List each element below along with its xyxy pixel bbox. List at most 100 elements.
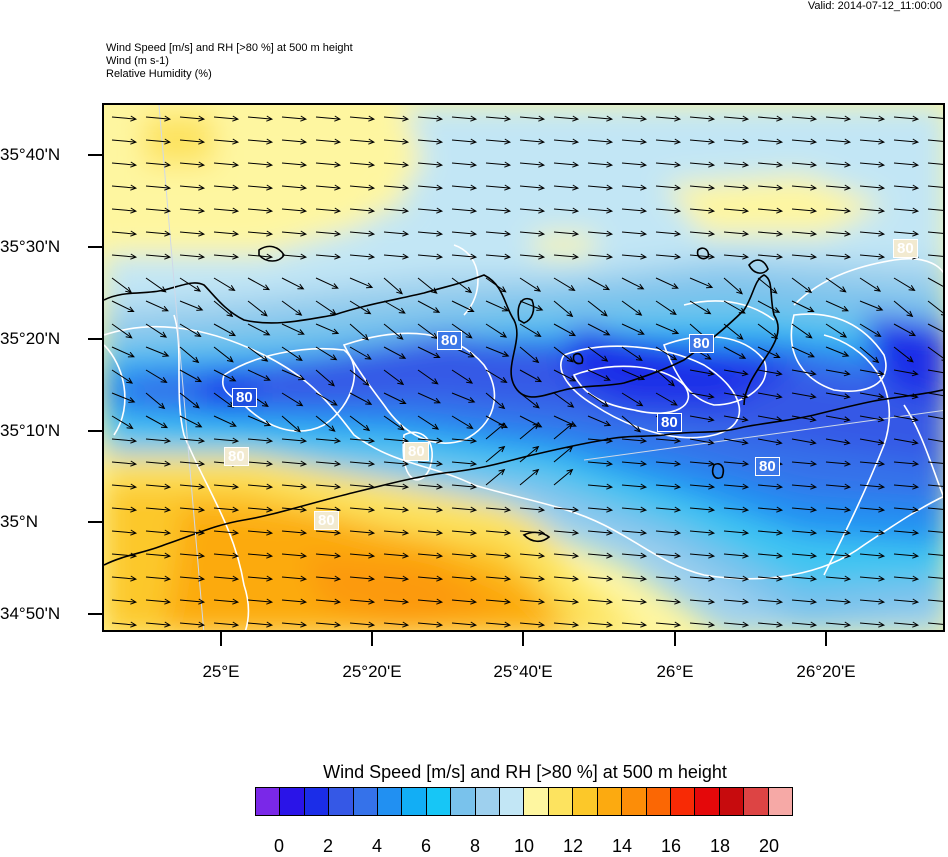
wind-arrow xyxy=(417,369,439,385)
wind-arrow xyxy=(213,138,240,145)
lat-tick xyxy=(88,613,102,615)
wind-arrow xyxy=(281,529,308,536)
wind-arrow xyxy=(859,184,886,191)
colorbar-swatch xyxy=(573,788,598,815)
wind-arrow xyxy=(349,575,376,582)
wind-arrow xyxy=(417,184,444,191)
wind-arrow xyxy=(825,207,852,214)
wind-arrow xyxy=(791,253,818,260)
wind-arrow xyxy=(927,162,943,165)
wind-arrow xyxy=(553,445,574,463)
colorbar-tick-label: 16 xyxy=(660,836,682,856)
wind-arrow xyxy=(111,483,138,490)
wind-arrow xyxy=(111,300,135,312)
wind-arrow xyxy=(723,438,749,446)
colorbar-swatch xyxy=(426,788,452,815)
wind-arrow xyxy=(111,161,138,168)
wind-arrow xyxy=(689,529,716,536)
wind-arrow xyxy=(349,253,376,260)
wind-arrow xyxy=(349,460,376,467)
wind-arrow xyxy=(893,483,920,490)
wind-arrow xyxy=(485,552,512,559)
wind-arrow xyxy=(519,277,542,292)
wind-arrow xyxy=(145,207,172,214)
colorbar-swatch xyxy=(329,788,354,815)
wind-arrow xyxy=(451,598,478,605)
wind-arrow xyxy=(349,323,369,341)
wind-arrow xyxy=(587,437,614,444)
wind-arrow xyxy=(621,460,648,467)
wind-arrow xyxy=(587,253,614,260)
wind-arrow xyxy=(689,621,716,628)
wind-arrow xyxy=(485,369,508,384)
wind-arrow xyxy=(927,185,943,188)
wind-arrow xyxy=(757,415,783,423)
wind-arrow xyxy=(859,460,886,467)
wind-arrow xyxy=(145,115,172,122)
wind-arrow xyxy=(893,300,914,318)
wind-arrow xyxy=(145,483,172,490)
wind-arrow xyxy=(791,483,818,490)
wind-arrow xyxy=(791,392,817,400)
wind-arrow xyxy=(587,506,614,513)
wind-arrow xyxy=(825,621,852,628)
wind-arrow xyxy=(451,529,478,536)
wind-arrow xyxy=(655,506,682,513)
contour-label: 80 xyxy=(657,413,682,432)
colorbar-swatch xyxy=(695,788,720,815)
wind-arrow xyxy=(179,323,202,338)
wind-arrow xyxy=(519,369,543,383)
wind-arrow xyxy=(349,115,376,122)
wind-arrow xyxy=(893,230,920,237)
wind-arrow xyxy=(179,138,206,145)
wind-arrow xyxy=(145,392,166,410)
wind-arrow xyxy=(825,506,852,513)
wind-arrow xyxy=(723,184,750,191)
wind-arrow xyxy=(859,598,886,605)
wind-arrow xyxy=(145,460,172,467)
wind-arrow xyxy=(179,115,206,122)
wind-arrow xyxy=(825,460,852,467)
wind-arrow xyxy=(111,230,138,237)
wind-arrow xyxy=(213,300,234,318)
lat-label-35-10: 35°10'N xyxy=(0,421,61,440)
map-canvas xyxy=(104,105,943,630)
wind-arrow xyxy=(349,506,376,513)
wind-arrow xyxy=(519,468,540,486)
wind-arrow xyxy=(179,161,206,168)
wind-arrow xyxy=(213,552,240,559)
wind-arrow xyxy=(825,230,852,237)
wind-arrow xyxy=(757,438,783,446)
wind-arrow xyxy=(859,621,886,628)
wind-arrow xyxy=(553,207,580,214)
wind-arrow xyxy=(111,506,138,513)
wind-arrow xyxy=(247,598,274,605)
wind-arrow xyxy=(621,437,648,444)
wind-arrow xyxy=(315,300,337,316)
wind-arrow xyxy=(825,575,852,582)
wind-arrow xyxy=(621,300,643,316)
header-wind-units: Wind (m s-1) xyxy=(106,55,169,67)
wind-arrow xyxy=(791,369,817,377)
wind-arrow xyxy=(519,575,546,582)
wind-arrow xyxy=(417,161,444,168)
wind-arrow xyxy=(145,138,172,145)
wind-arrow xyxy=(757,323,779,340)
wind-arrow xyxy=(145,529,172,536)
wind-arrow xyxy=(519,506,546,513)
wind-arrow xyxy=(587,369,611,381)
wind-arrow xyxy=(383,392,407,404)
wind-arrow xyxy=(859,438,885,446)
wind-arrow xyxy=(791,161,818,168)
wind-arrow xyxy=(893,552,920,559)
wind-arrow xyxy=(213,483,240,490)
wind-arrow xyxy=(349,161,376,168)
wind-arrow xyxy=(383,230,410,237)
wind-arrow xyxy=(485,575,512,582)
wind-arrow xyxy=(451,575,478,582)
wind-arrow xyxy=(383,207,410,214)
wind-arrow xyxy=(111,529,138,536)
wind-arrow xyxy=(587,529,614,536)
wind-arrow xyxy=(553,621,580,628)
wind-arrow xyxy=(417,460,444,467)
